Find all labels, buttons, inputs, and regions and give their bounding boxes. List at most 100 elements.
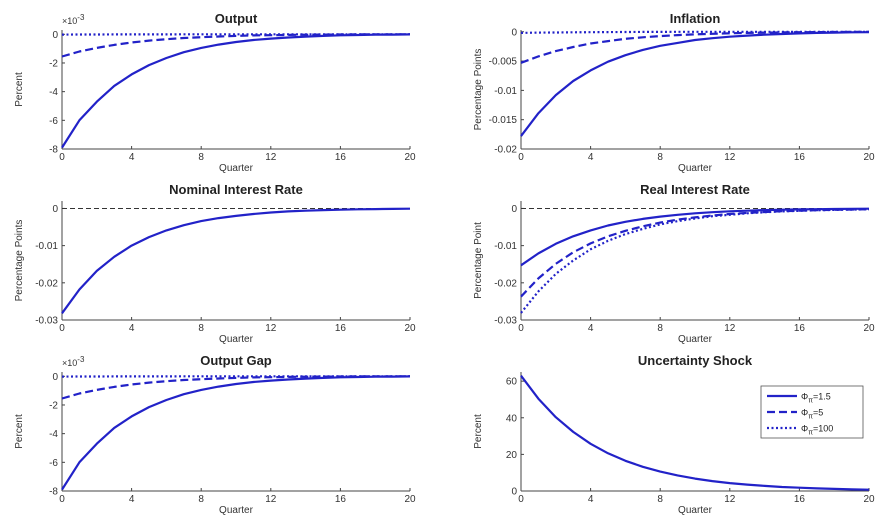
y-tick-label: 0 bbox=[52, 30, 58, 41]
x-tick-label: 8 bbox=[198, 323, 204, 334]
panel-6: 0 4 8 12 16 20 0 20 40 60 Uncertainty Shock Quarter… bbox=[473, 353, 875, 516]
legend: Φπ=1.5Φπ=5Φπ=100 bbox=[760, 385, 864, 439]
y-tick-label: 0 bbox=[52, 204, 58, 215]
y-tick-label: 0 bbox=[511, 487, 517, 498]
series-line-solid bbox=[61, 375, 411, 491]
x-tick-label: 16 bbox=[335, 494, 347, 505]
x-tick-label: 4 bbox=[129, 494, 135, 505]
x-tick-label: 0 bbox=[518, 323, 524, 334]
y-tick-label: -4 bbox=[49, 87, 58, 98]
x-axis-label: Quarter bbox=[678, 505, 713, 516]
y-axis-label: Percent bbox=[473, 414, 484, 449]
x-tick-label: 20 bbox=[863, 323, 875, 334]
x-tick-label: 0 bbox=[59, 494, 65, 505]
y-tick-label: -8 bbox=[49, 145, 58, 156]
x-tick-label: 8 bbox=[198, 152, 204, 163]
series-line-dashed bbox=[61, 33, 411, 58]
x-tick-label: 12 bbox=[724, 152, 736, 163]
panel-title: Inflation bbox=[670, 11, 721, 26]
x-tick-label: 4 bbox=[129, 152, 135, 163]
y-tick-label: 60 bbox=[506, 377, 518, 388]
x-axis-label: Quarter bbox=[678, 334, 713, 345]
x-tick-label: 20 bbox=[404, 323, 416, 334]
panel-title: Nominal Interest Rate bbox=[169, 182, 303, 197]
panel-1: 0 4 8 12 16 20 -8 -6 -4 -2 0 Output Quarter Percent ×1… bbox=[14, 11, 416, 174]
panel-2: 0 4 8 12 16 20 -0.02 -0.015 -0.01 -0.005 0 Inflatio… bbox=[473, 11, 875, 174]
series-line-dashed bbox=[520, 30, 869, 64]
y-axis-label: Percentage Points bbox=[473, 49, 484, 131]
series-line-solid bbox=[61, 33, 411, 149]
x-axis-label: Quarter bbox=[219, 334, 254, 345]
x-axis-label: Quarter bbox=[219, 505, 254, 516]
y-tick-label: -0.02 bbox=[35, 278, 58, 289]
y-tick-label: -0.03 bbox=[494, 316, 517, 327]
y-axis-label: Percent bbox=[14, 414, 25, 449]
x-tick-label: 12 bbox=[724, 494, 736, 505]
x-tick-label: 16 bbox=[794, 152, 806, 163]
x-tick-label: 20 bbox=[863, 494, 875, 505]
x-tick-label: 0 bbox=[59, 152, 65, 163]
y-tick-label: 40 bbox=[506, 413, 518, 424]
y-tick-label: -8 bbox=[49, 487, 58, 498]
legend-box bbox=[760, 385, 864, 439]
series-line-dotted bbox=[520, 208, 870, 314]
y-tick-label: 0 bbox=[511, 204, 517, 215]
series-line-dashed bbox=[520, 208, 870, 298]
y-tick-label: -0.03 bbox=[35, 316, 58, 327]
x-tick-label: 16 bbox=[794, 323, 806, 334]
x-tick-label: 20 bbox=[404, 494, 416, 505]
y-tick-label: -2 bbox=[49, 58, 58, 69]
y-tick-label: -0.01 bbox=[494, 241, 517, 252]
x-tick-label: 4 bbox=[129, 323, 135, 334]
x-tick-label: 12 bbox=[265, 494, 277, 505]
x-tick-label: 12 bbox=[724, 323, 736, 334]
y-tick-label: -0.02 bbox=[494, 145, 517, 156]
y-tick-label: -0.015 bbox=[489, 115, 518, 126]
axis-multiplier: ×10-3 bbox=[62, 13, 85, 26]
series-line-solid bbox=[61, 207, 411, 314]
x-tick-label: 4 bbox=[588, 494, 594, 505]
x-tick-label: 20 bbox=[404, 152, 416, 163]
y-axis-label: Percent bbox=[14, 72, 25, 107]
x-tick-label: 4 bbox=[588, 323, 594, 334]
panel-title: Uncertainty Shock bbox=[638, 353, 753, 368]
y-axis-label: Percentage Points bbox=[14, 220, 25, 302]
y-tick-label: -0.01 bbox=[35, 241, 58, 252]
y-tick-label: -0.005 bbox=[489, 57, 518, 68]
x-tick-label: 8 bbox=[657, 323, 663, 334]
x-tick-label: 8 bbox=[198, 494, 204, 505]
x-tick-label: 0 bbox=[518, 494, 524, 505]
series-line-dashed bbox=[61, 375, 411, 400]
x-axis-label: Quarter bbox=[219, 163, 254, 174]
y-tick-label: 0 bbox=[511, 27, 517, 38]
x-tick-label: 16 bbox=[335, 323, 347, 334]
x-tick-label: 0 bbox=[518, 152, 524, 163]
y-tick-label: -0.02 bbox=[494, 278, 517, 289]
y-axis-label: Percentage Point bbox=[473, 222, 484, 299]
y-tick-label: -4 bbox=[49, 429, 58, 440]
y-tick-label: 20 bbox=[506, 450, 518, 461]
y-tick-label: -6 bbox=[49, 458, 58, 469]
panel-title: Output bbox=[215, 11, 258, 26]
y-tick-label: -2 bbox=[49, 400, 58, 411]
y-tick-label: 0 bbox=[52, 372, 58, 383]
panel-4: 0 4 8 12 16 20 -0.03 -0.02 -0.01 0 Real Interest R… bbox=[473, 182, 875, 345]
panel-5: 0 4 8 12 16 20 -8 -6 -4 -2 0 Output Gap Quarter Perce… bbox=[14, 353, 416, 516]
axis-multiplier: ×10-3 bbox=[62, 355, 85, 368]
x-tick-label: 12 bbox=[265, 323, 277, 334]
x-tick-label: 16 bbox=[335, 152, 347, 163]
x-tick-label: 4 bbox=[588, 152, 594, 163]
x-tick-label: 16 bbox=[794, 494, 806, 505]
x-tick-label: 8 bbox=[657, 152, 663, 163]
x-axis-label: Quarter bbox=[678, 163, 713, 174]
x-tick-label: 20 bbox=[863, 152, 875, 163]
y-tick-label: -0.01 bbox=[494, 86, 517, 97]
y-tick-label: -6 bbox=[49, 116, 58, 127]
legend-label: Φπ=5 bbox=[801, 408, 823, 421]
x-tick-label: 8 bbox=[657, 494, 663, 505]
panel-3: 0 4 8 12 16 20 -0.03 -0.02 -0.01 0 Nominal Interes… bbox=[14, 182, 416, 345]
x-tick-label: 12 bbox=[265, 152, 277, 163]
panel-title: Real Interest Rate bbox=[640, 182, 750, 197]
x-tick-label: 0 bbox=[59, 323, 65, 334]
